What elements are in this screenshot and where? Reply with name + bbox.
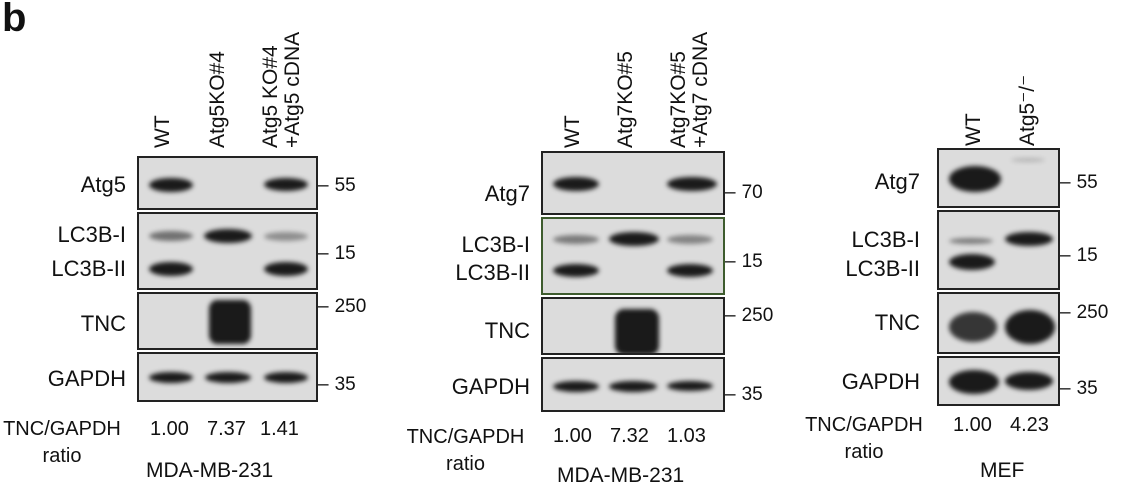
blot-gapdh — [137, 352, 318, 402]
band — [204, 229, 252, 243]
row-label-lc3b-i: LC3B-I — [57, 222, 126, 247]
mw-marker: 15 — [725, 251, 763, 273]
band — [209, 300, 251, 344]
lane-label-2-2: Atg7KO#5 — [614, 51, 637, 148]
band — [149, 178, 193, 192]
band — [264, 262, 308, 276]
ratio-label: TNC/GAPDH ratio — [805, 414, 923, 463]
row-label-gapdh: GAPDH — [841, 369, 920, 394]
lane-label-3-1: WT — [962, 113, 985, 146]
blot-tnc — [137, 292, 318, 350]
band — [149, 372, 193, 383]
band — [149, 262, 193, 276]
mw-marker: 55 — [1060, 172, 1098, 194]
ratio-value: 7.32 — [610, 425, 649, 447]
row-label-lc3b-ii: LC3B-II — [845, 256, 920, 281]
ratio-label: TNC/GAPDH ratio — [406, 426, 525, 475]
blot-atg7 — [937, 148, 1060, 208]
lane-label-2-1: WT — [561, 115, 584, 148]
band — [264, 232, 308, 241]
band — [667, 235, 713, 244]
mw-marker: 250 — [725, 305, 774, 327]
ratio-label: TNC/GAPDH ratio — [3, 418, 121, 467]
band — [609, 232, 659, 246]
row-label-lc3b-i: LC3B-I — [851, 227, 920, 252]
blot-gapdh — [541, 357, 725, 412]
mw-marker: 35 — [725, 384, 763, 406]
blot-tnc — [937, 292, 1060, 354]
band — [667, 381, 713, 391]
band — [553, 264, 599, 277]
band — [1005, 372, 1053, 390]
cell-line-label: MDA-MB-231 — [146, 459, 274, 482]
band — [667, 264, 713, 277]
band — [1005, 310, 1055, 344]
lane-label-1-1: WT — [151, 115, 174, 148]
band — [264, 178, 308, 191]
mw-marker: 70 — [725, 182, 763, 204]
cell-line-label: MDA-MB-231 — [557, 464, 685, 487]
mw-marker: 250 — [318, 296, 367, 318]
band — [553, 381, 599, 392]
band — [1005, 232, 1053, 246]
row-label-atg7: Atg7 — [484, 181, 530, 206]
ratio-value: 1.41 — [260, 418, 299, 440]
band — [1011, 158, 1045, 162]
lane-label-1-2: Atg5KO#4 — [206, 51, 229, 148]
band — [553, 177, 599, 191]
band — [949, 238, 993, 244]
lane-label-2-3: Atg7KO#5 +Atg7 cDNA — [667, 31, 712, 148]
blot-lc3b — [541, 217, 725, 295]
blot-tnc — [541, 297, 725, 355]
cell-line-label: MEF — [980, 459, 1025, 482]
blot-atg7 — [541, 151, 725, 215]
band — [149, 231, 193, 241]
mw-marker: 55 — [318, 175, 356, 197]
band — [949, 312, 997, 342]
band — [667, 177, 717, 191]
band — [609, 381, 657, 392]
blot-lc3b — [937, 210, 1060, 290]
band — [553, 235, 599, 244]
row-label-gapdh: GAPDH — [451, 374, 530, 399]
row-label-tnc: TNC — [80, 311, 126, 336]
band — [949, 166, 1001, 192]
row-label-lc3b-i: LC3B-I — [461, 232, 530, 257]
blot-gapdh — [937, 356, 1060, 406]
lane-label-1-3: Atg5 KO#4 +Atg5 cDNA — [259, 31, 304, 148]
row-label-tnc: TNC — [874, 310, 920, 335]
band — [949, 254, 995, 270]
band — [205, 372, 251, 383]
band — [615, 309, 659, 353]
row-label-lc3b-ii: LC3B-II — [455, 260, 530, 285]
band — [264, 372, 308, 383]
panel-letter: b — [2, 0, 27, 40]
ratio-value: 1.00 — [150, 418, 189, 440]
blot-atg5 — [137, 156, 318, 210]
mw-marker: 35 — [318, 374, 356, 396]
row-label-atg5: Atg5 — [80, 172, 126, 197]
row-label-lc3b-ii: LC3B-II — [51, 256, 126, 281]
mw-marker: 35 — [1060, 378, 1098, 400]
ratio-value: 1.00 — [953, 414, 992, 436]
row-label-gapdh: GAPDH — [47, 366, 126, 391]
lane-label-3-2: Atg5⁻/⁻ — [1016, 74, 1039, 146]
row-label-tnc: TNC — [484, 318, 530, 343]
row-label-atg7: Atg7 — [874, 169, 920, 194]
ratio-value: 4.23 — [1010, 414, 1049, 436]
mw-marker: 250 — [1060, 302, 1109, 324]
mw-marker: 15 — [1060, 245, 1098, 267]
blot-lc3b — [137, 212, 318, 290]
ratio-value: 1.00 — [553, 425, 592, 447]
mw-marker: 15 — [318, 243, 356, 265]
ratio-value: 1.03 — [667, 425, 706, 447]
ratio-value: 7.37 — [207, 418, 246, 440]
band — [949, 370, 999, 394]
